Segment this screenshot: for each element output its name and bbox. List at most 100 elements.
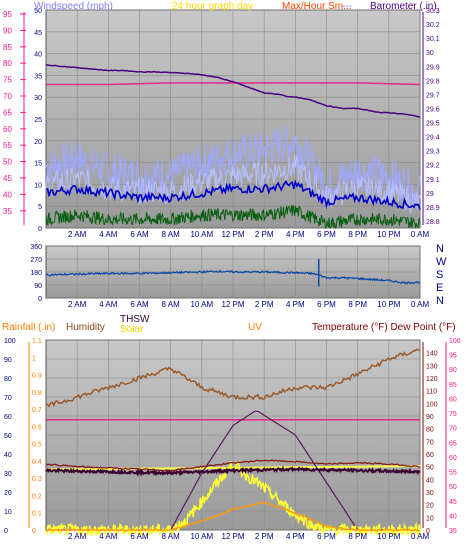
- humidity-series: [45, 348, 421, 408]
- windspeed-tick: 35: [34, 73, 42, 80]
- direction-tick: 90: [34, 283, 42, 290]
- temp-extra-tick: 65: [3, 108, 12, 117]
- temp-extra-tick: 50: [3, 158, 12, 167]
- temp-extra-tick: 55: [3, 141, 12, 150]
- dir-letter: N: [436, 295, 444, 307]
- dewpoint-tick: 90: [449, 367, 457, 374]
- direction-tick: 270: [30, 257, 42, 264]
- x-tick-label: 6 AM: [130, 532, 149, 541]
- windspeed-tick: 25: [34, 117, 42, 124]
- temperature-tick: 50: [426, 465, 434, 472]
- x-tick-label: 8 AM: [162, 532, 181, 541]
- dewpoint-tick: 85: [449, 382, 457, 389]
- temp-extra-tick: 45: [3, 174, 12, 183]
- dewpoint-tick: 60: [449, 455, 457, 462]
- x-tick-label: 6 PM: [317, 230, 336, 239]
- windspeed-tick: 40: [34, 52, 42, 59]
- dewpoint-tick: 55: [449, 470, 457, 477]
- rainfall-tick: 1: [32, 355, 36, 362]
- x-tick-label: 12 PM: [221, 532, 244, 541]
- x-tick-label: 0 AM: [411, 532, 430, 541]
- humidity-tick: 80: [4, 376, 12, 383]
- marquee-label: Max/Hour Sm...: [282, 1, 351, 12]
- temp-extra-tick: 60: [3, 125, 12, 134]
- barometer-tick: 29.2: [426, 163, 440, 170]
- x-tick-label: 2 PM: [255, 230, 274, 239]
- rainfall-tick: 0: [32, 528, 36, 535]
- barometer-tick: 29.6: [426, 106, 440, 113]
- windspeed-label: Windspeed (mph): [34, 1, 113, 12]
- graph-title: 24 hour graph day: [172, 1, 253, 12]
- rainfall-tick: 0.2: [32, 493, 42, 500]
- barometer-tick: 29.9: [426, 64, 440, 71]
- high-wind-series-2: [45, 154, 421, 215]
- dewpoint-series: [45, 465, 421, 477]
- x-tick-label: 4 AM: [99, 230, 118, 239]
- rainfall-tick: 0.4: [32, 459, 42, 466]
- dir-letter: S: [436, 269, 443, 281]
- dewpoint-tick: 50: [449, 484, 457, 491]
- thsw-label: THSW: [120, 314, 150, 325]
- x-tick-label: 8 PM: [348, 300, 367, 309]
- rainfall-tick: 0.9: [32, 373, 42, 380]
- dewpoint-tick: 70: [449, 426, 457, 433]
- dir-letter: E: [436, 282, 443, 294]
- wind-direction-series: [45, 269, 421, 285]
- temperature-series-2: [45, 459, 421, 472]
- x-tick-label: 2 AM: [68, 230, 87, 239]
- avg-wind-series: [45, 205, 421, 230]
- x-tick-label: 12 PM: [221, 230, 244, 239]
- rainfall-tick: 0.1: [32, 511, 42, 518]
- humidity-tick: 40: [4, 452, 12, 459]
- temperature-tick: 60: [426, 452, 434, 459]
- windspeed-tick: 10: [34, 182, 42, 189]
- temperature-tick: 70: [426, 439, 434, 446]
- temperature-tick: 30: [426, 490, 434, 497]
- wind-speed-series: [45, 179, 421, 210]
- x-tick-label: 6 AM: [130, 300, 149, 309]
- x-tick-label: 8 AM: [162, 230, 181, 239]
- rainfall-tick: 0.5: [32, 442, 42, 449]
- humidity-label: Humidity: [66, 322, 105, 333]
- solar-label: Solar: [120, 324, 144, 335]
- windspeed-tick: 50: [34, 8, 42, 15]
- windspeed-tick: 15: [34, 161, 42, 168]
- barometer-tick: 29.7: [426, 92, 440, 99]
- humidity-tick: 30: [4, 471, 12, 478]
- temp-extra-tick: 35: [3, 207, 12, 216]
- barometer-tick: 29: [426, 191, 434, 198]
- x-tick-label: 4 AM: [99, 532, 118, 541]
- rainfall-tick: 0.7: [32, 407, 42, 414]
- humidity-tick: 60: [4, 414, 12, 421]
- x-tick-label: 6 PM: [317, 532, 336, 541]
- dewpoint-tick: 40: [449, 513, 457, 520]
- temp-extra-tick: 95: [3, 10, 12, 19]
- temp-extra-tick: 80: [3, 59, 12, 68]
- humidity-tick: 10: [4, 509, 12, 516]
- x-tick-label: 6 AM: [130, 230, 149, 239]
- temperature-tick: 130: [426, 363, 438, 370]
- x-tick-label: 2 AM: [68, 532, 87, 541]
- dewpoint-tick: 45: [449, 499, 457, 506]
- temperature-tick: 100: [426, 401, 438, 408]
- x-tick-label: 10 PM: [377, 230, 400, 239]
- dewpoint-tick: 100: [449, 338, 461, 345]
- temperature-tick: 0: [426, 528, 430, 535]
- temp-extra-tick: 40: [3, 190, 12, 199]
- dewpoint-tick: 35: [449, 528, 457, 535]
- humidity-tick: 70: [4, 395, 12, 402]
- temp-extra-tick: 90: [3, 26, 12, 35]
- barometer-tick: 28.8: [426, 219, 440, 226]
- temperature-tick: 140: [426, 351, 438, 358]
- temperature-series: [46, 82, 421, 86]
- temperature-tick: 110: [426, 389, 437, 396]
- windspeed-tick: 45: [34, 30, 42, 37]
- x-tick-label: 12 PM: [221, 300, 244, 309]
- temperature-label: Temperature (°F) Dew Point (°F): [312, 322, 456, 333]
- x-tick-label: 0 AM: [411, 300, 430, 309]
- x-tick-label: 4 PM: [286, 300, 305, 309]
- x-tick-label: 10 PM: [377, 300, 400, 309]
- uv-series: [45, 501, 421, 532]
- direction-tick: 180: [30, 270, 42, 277]
